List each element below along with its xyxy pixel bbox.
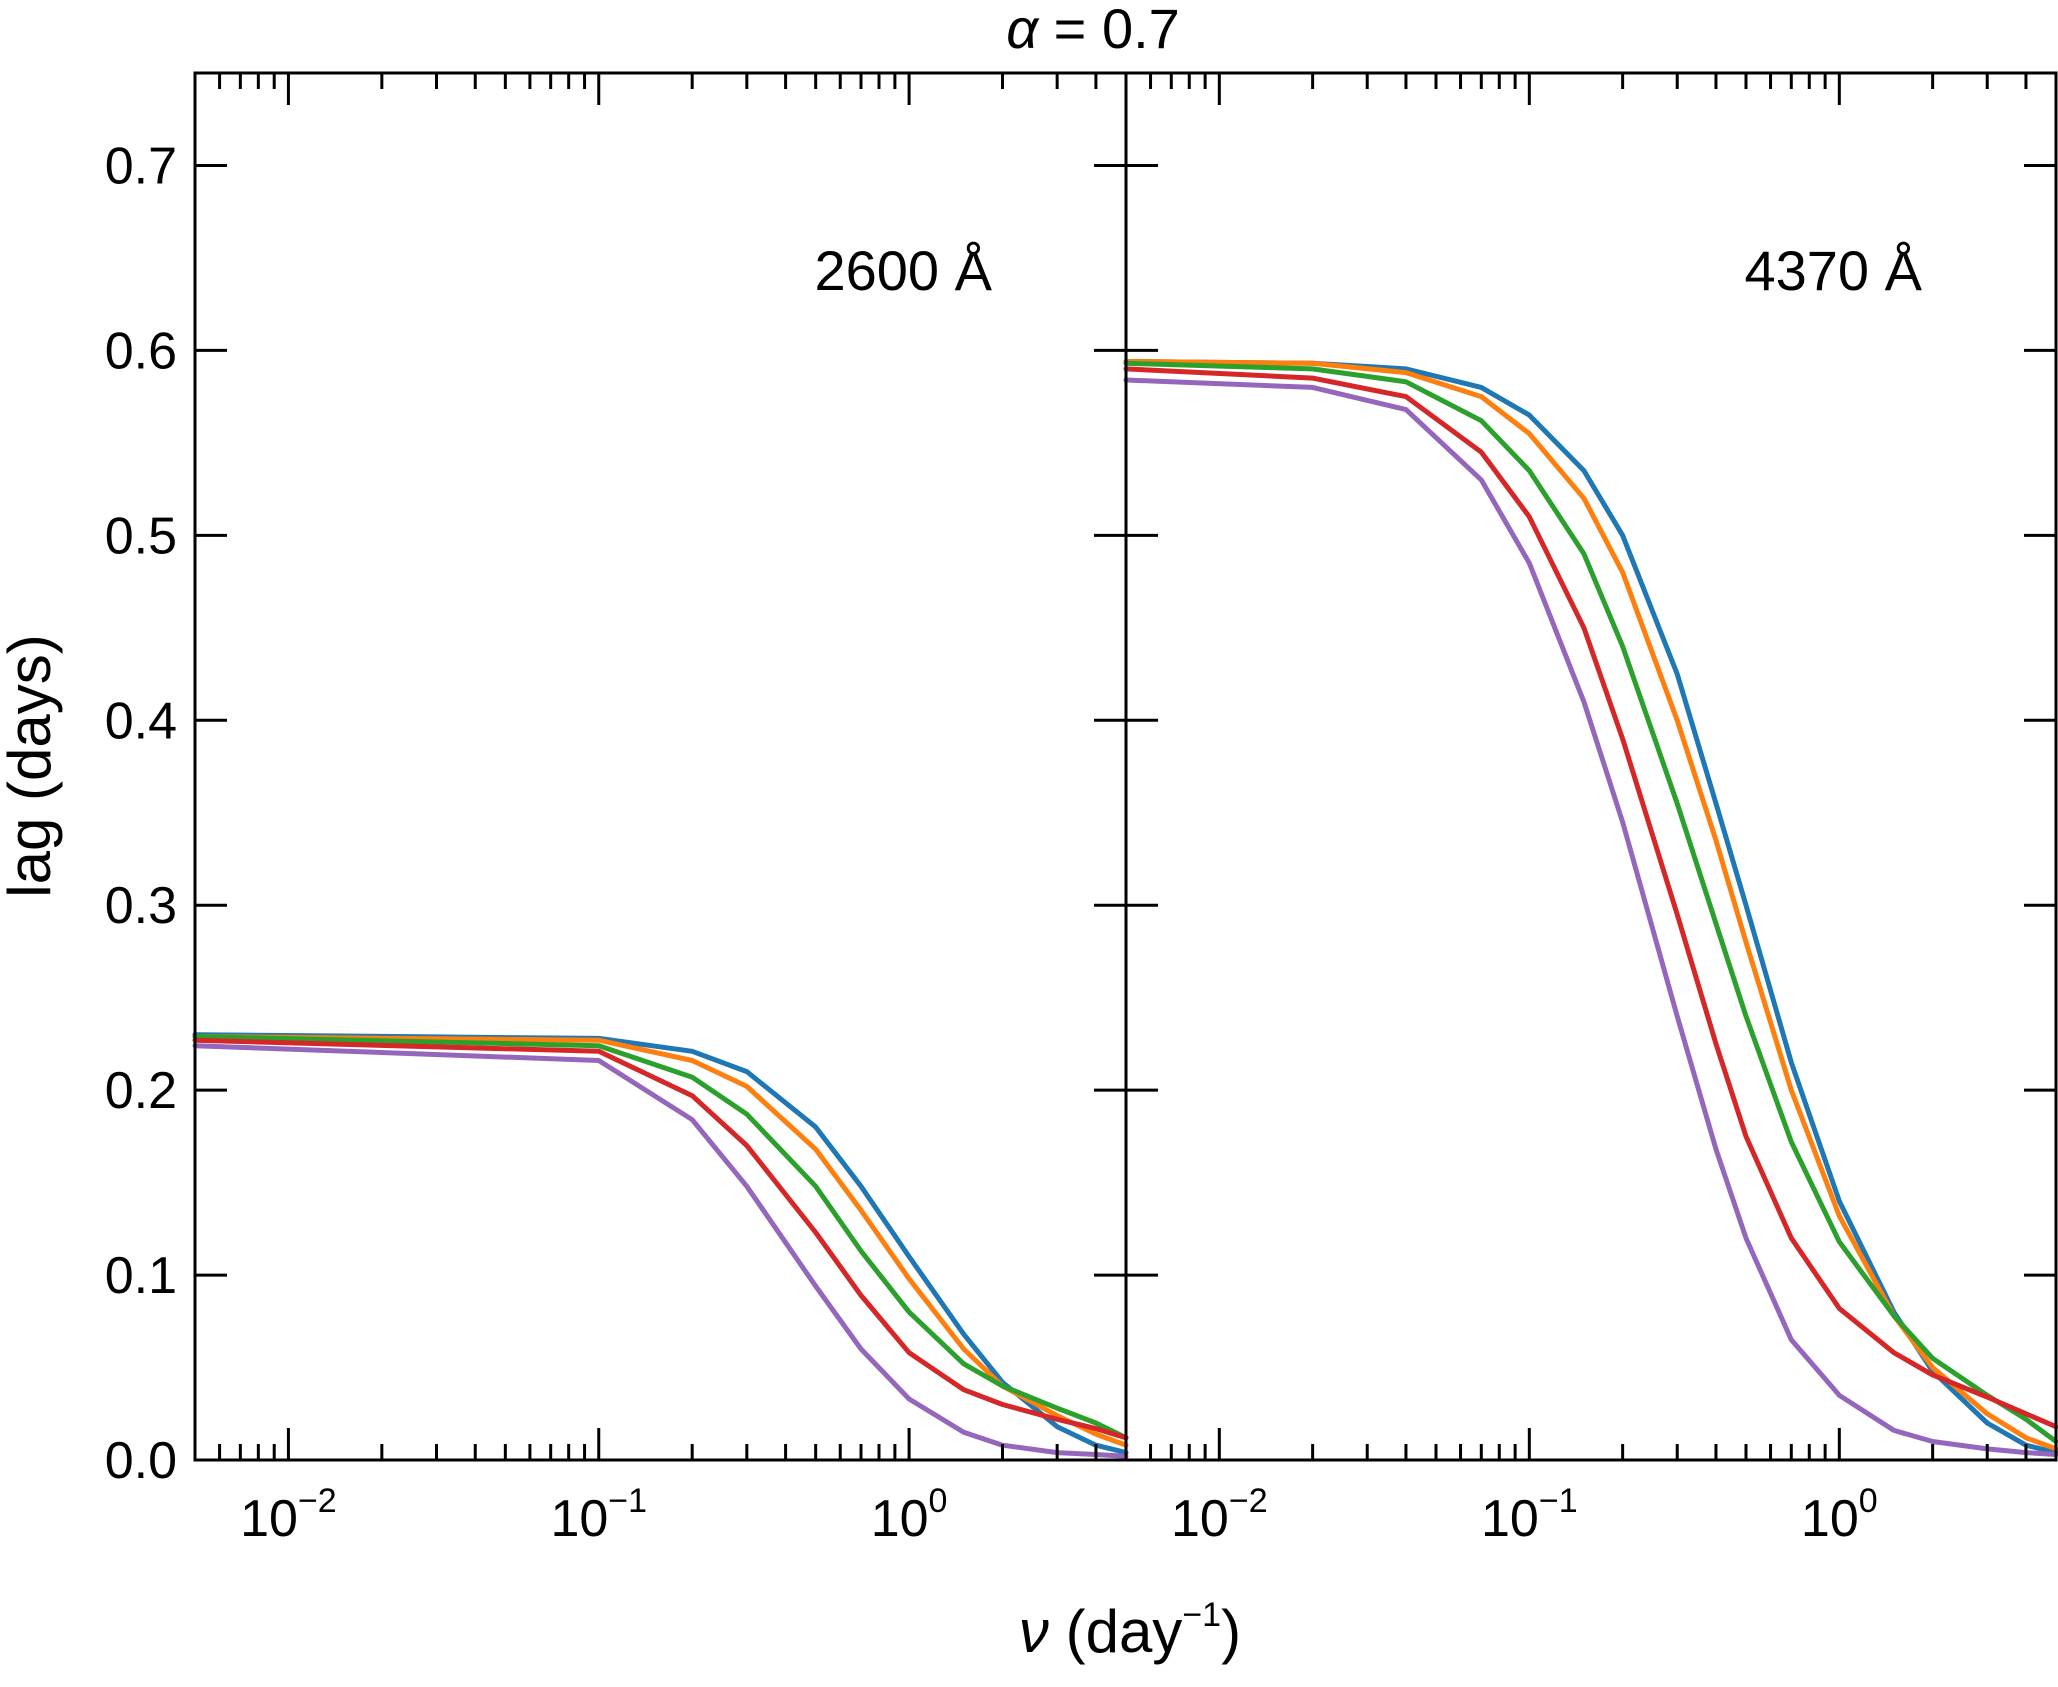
figure-title: α = 0.7 (1006, 0, 1180, 60)
y-tick-label: 0.0 (105, 1432, 177, 1490)
x-tick-base: 10 (240, 1490, 298, 1548)
x-tick-exponent: −1 (608, 1482, 647, 1520)
y-axis-label: lag (days) (0, 634, 63, 897)
panel-2600: 0.00.10.20.30.40.50.60.710−2 10−1 1002600 … (105, 71, 1129, 1548)
x-axis-exponent: −1 (1182, 1596, 1221, 1634)
series-line-1 (192, 1032, 1129, 1456)
x-tick-label: 10−2 (240, 1482, 337, 1548)
y-tick-label: 0.5 (105, 507, 177, 565)
series-line-2 (1123, 359, 2058, 1452)
series-line-1 (1123, 359, 2058, 1456)
x-tick-exponent: −2 (1229, 1482, 1268, 1520)
y-tick-label: 0.6 (105, 322, 177, 380)
series-line-5 (1123, 377, 2058, 1457)
x-tick-label: 100 (871, 1482, 948, 1548)
x-tick-label: 10−1 (550, 1482, 647, 1548)
y-tick-label: 0.2 (105, 1062, 177, 1120)
y-tick-label: 0.3 (105, 877, 177, 935)
y-tick-label: 0.4 (105, 692, 177, 750)
series-line-5 (192, 1043, 1129, 1459)
plot-frame-right (1124, 71, 2058, 1462)
panel-label-left: 2600 Å (815, 239, 993, 302)
y-tick-label: 0.7 (105, 137, 177, 195)
series-line-3 (192, 1034, 1129, 1441)
x-axis-unit: (day (1049, 1598, 1182, 1665)
x-tick-exponent: −2 (298, 1482, 337, 1520)
x-axis-label: ν (day−1) (1019, 1596, 1241, 1665)
x-axis-symbol: ν (1019, 1598, 1049, 1665)
y-tick-label: 0.1 (105, 1247, 177, 1305)
x-tick-base: 10 (1801, 1490, 1859, 1548)
x-tick-exponent: 0 (1859, 1482, 1878, 1520)
title-rest: = 0.7 (1038, 0, 1180, 60)
x-tick-label: 10−1 (1481, 1482, 1578, 1548)
x-tick-exponent: 0 (929, 1482, 948, 1520)
x-tick-label: 100 (1801, 1482, 1878, 1548)
x-tick-base: 10 (1171, 1490, 1229, 1548)
panel-label-right: 4370 Å (1745, 239, 1923, 302)
series-line-4 (192, 1037, 1129, 1441)
x-tick-base: 10 (1481, 1490, 1539, 1548)
x-tick-label: 10−2 (1171, 1482, 1268, 1548)
x-tick-base: 10 (871, 1490, 929, 1548)
series-line-3 (1123, 360, 2058, 1444)
title-symbol: α (1006, 0, 1040, 60)
x-axis-close: ) (1221, 1598, 1241, 1665)
x-tick-exponent: −1 (1539, 1482, 1578, 1520)
x-tick-base: 10 (550, 1490, 608, 1548)
series-line-4 (1123, 366, 2058, 1430)
